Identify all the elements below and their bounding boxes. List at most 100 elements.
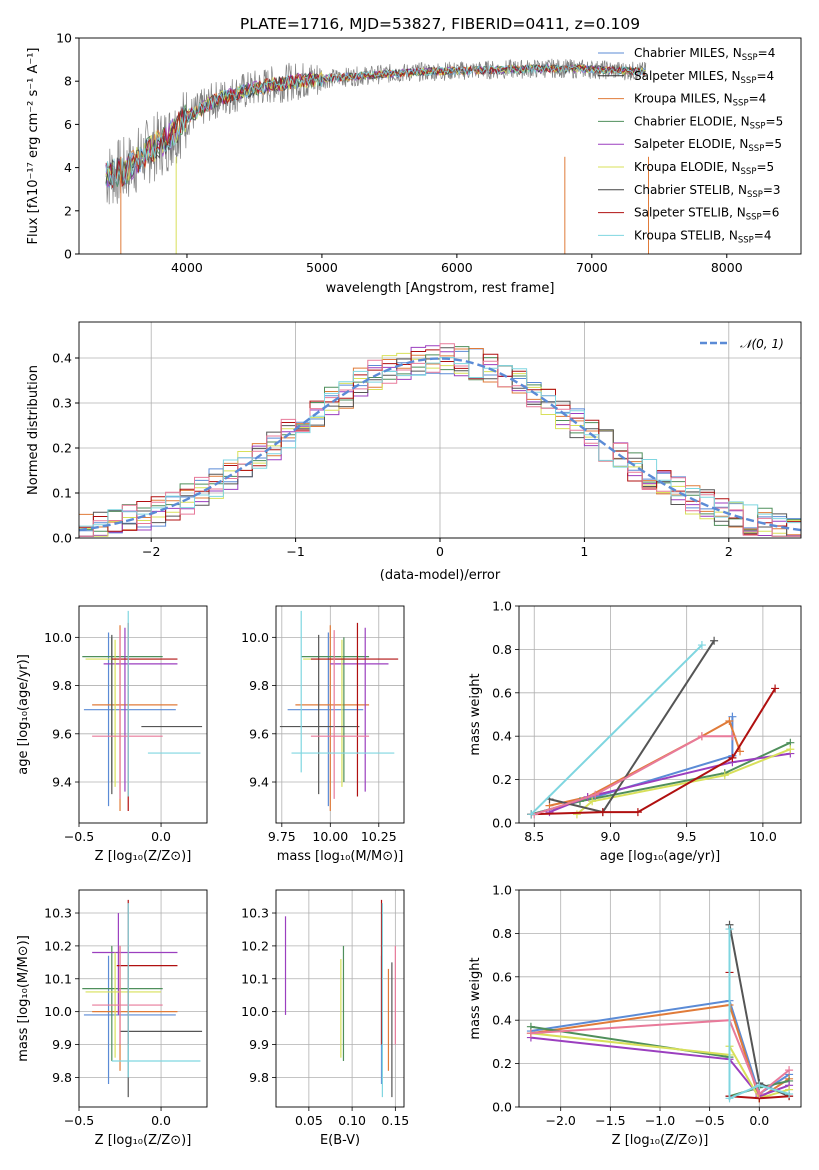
legend-label: Chabrier STELIB, NSSP=3 [634, 183, 781, 200]
x-tick-label: −0.5 [64, 829, 94, 844]
y-tick-label: 8 [64, 74, 72, 89]
y-tick-label: 10.0 [241, 630, 269, 645]
data-point-marker [725, 717, 734, 726]
y-tick-label: 0.0 [492, 1100, 512, 1115]
x-tick-label: 10.00 [312, 829, 348, 844]
x-tick-label: 9.0 [601, 829, 621, 844]
series-line [549, 719, 741, 807]
legend-label: Chabrier MILES, NSSP=4 [634, 46, 775, 63]
y-tick-label: 10.1 [241, 971, 269, 986]
data-point-marker [720, 771, 729, 780]
y-tick-label: 9.8 [52, 678, 72, 693]
data-point-marker [728, 712, 737, 721]
data-point-marker [710, 636, 719, 645]
series-line [728, 929, 790, 1100]
residual-histogram-panel: −2 −1 0 1 2 0.0 0.1 0.2 0.3 0.4 (data-model)/error… [26, 321, 802, 583]
data-point-marker [771, 684, 780, 693]
gaussian-reference-line [78, 357, 802, 532]
y-tick-label: 6 [64, 117, 72, 132]
x-tick-label: 0.15 [381, 1113, 409, 1128]
y-tick-label: 0.2 [52, 441, 72, 456]
x-tick-label: −2.0 [546, 1113, 576, 1128]
y-axis-label: mass weight [468, 957, 483, 1039]
y-tick-label: 10.2 [241, 938, 269, 953]
mass-vs-metallicity-panel: −0.5 0.0 9.8 9.9 10.0 10.1 10.2 10.3 Z [log₁₀(Z/… [16, 889, 208, 1148]
y-tick-label: 0.6 [492, 969, 512, 984]
x-tick-label: 0.0 [749, 1113, 769, 1128]
y-tick-label: 0.1 [52, 486, 72, 501]
data-point-marker [697, 732, 706, 741]
y-tick-label: 1.0 [492, 599, 512, 614]
x-axis-label: (data-model)/error [380, 568, 501, 583]
axes-frame [78, 889, 208, 1108]
mass-weight-vs-age-panel: 8.5 9.0 9.5 10.0 0.0 0.2 0.4 0.6 0.8 1.0 age [log₁… [468, 599, 802, 864]
y-tick-label: 4 [64, 160, 72, 175]
data-point-marker [572, 810, 581, 819]
y-tick-label: 10 [56, 31, 72, 46]
y-tick-label: 9.8 [249, 1070, 269, 1085]
legend-label: Kroupa STELIB, NSSP=4 [634, 228, 772, 245]
y-tick-label: 10.3 [241, 906, 269, 921]
axes-frame [518, 889, 802, 1108]
y-tick-label: 10.0 [44, 630, 72, 645]
data-point-marker [728, 732, 737, 741]
x-tick-label: 1 [580, 544, 588, 559]
x-tick-label: −0.5 [64, 1113, 94, 1128]
x-axis-label: Z [log₁₀(Z/Z⊙)] [612, 1133, 709, 1148]
data-point-marker [588, 797, 597, 806]
data-point-marker [526, 1029, 535, 1038]
y-tick-label: 0.3 [52, 396, 72, 411]
x-tick-label: 7000 [576, 260, 608, 275]
series-line [530, 716, 734, 816]
x-axis-label: E(B-V) [320, 1133, 360, 1148]
x-tick-label: 0.10 [338, 1113, 366, 1128]
data-point-marker [755, 1081, 764, 1090]
y-axis-label: Flux [fλ10⁻¹⁷ erg cm⁻² s⁻¹ A⁻¹] [26, 48, 41, 245]
x-tick-label: −1.5 [595, 1113, 625, 1128]
y-tick-label: 0.8 [492, 642, 512, 657]
legend-label: 𝒩(0, 1) [740, 337, 784, 351]
x-tick-label: 0.0 [151, 829, 171, 844]
histogram-step-line [79, 348, 801, 534]
axes-frame [275, 889, 405, 1108]
data-point-marker [728, 753, 737, 762]
mass-weight-vs-metallicity-panel: −2.0 −1.5 −1.0 −0.5 0.0 0.0 0.2 0.4 0.6 0.8 1.0 Z [… [468, 883, 802, 1148]
y-tick-label: 0 [64, 247, 72, 262]
x-tick-label: 0 [436, 544, 444, 559]
axes-frame [275, 605, 405, 824]
figure-title: PLATE=1716, MJD=53827, FIBERID=0411, z=0… [240, 15, 640, 33]
y-tick-label: 10.1 [44, 971, 72, 986]
x-tick-label: −0.5 [694, 1113, 724, 1128]
legend-label: Kroupa MILES, NSSP=4 [634, 92, 766, 109]
x-axis-label: wavelength [Angstrom, rest frame] [326, 281, 555, 296]
y-axis-label: age [log₁₀(age/yr)] [16, 654, 31, 775]
y-tick-label: 10.3 [44, 906, 72, 921]
y-axis-label: mass [log₁₀(M/M⊙)] [16, 935, 31, 1062]
x-tick-label: 4000 [171, 260, 203, 275]
x-tick-label: 9.5 [677, 829, 697, 844]
age-vs-metallicity-panel: −0.5 0.0 9.4 9.6 9.8 10.0 Z [log₁₀(Z/Z⊙)] age [… [16, 605, 208, 864]
y-tick-label: 9.6 [52, 726, 72, 741]
x-tick-label: 10.0 [749, 829, 777, 844]
y-tick-label: 0.4 [492, 1013, 512, 1028]
x-tick-label: 8000 [711, 260, 743, 275]
x-tick-label: 0.05 [295, 1113, 323, 1128]
y-tick-label: 9.9 [249, 1037, 269, 1052]
axes-frame [518, 605, 802, 824]
x-tick-label: 10.25 [361, 829, 397, 844]
y-tick-label: 10.2 [44, 938, 72, 953]
x-axis-label: Z [log₁₀(Z/Z⊙)] [95, 849, 192, 864]
y-tick-label: 0.4 [52, 351, 72, 366]
legend-label: Salpeter ELODIE, NSSP=5 [634, 137, 782, 154]
series-line [530, 1019, 790, 1096]
age-vs-mass-panel: 9.75 10.00 10.25 9.4 9.6 9.8 10.0 mass [log₁₀(M… [241, 605, 405, 864]
data-point-marker [785, 1089, 794, 1098]
data-point-marker [697, 641, 706, 650]
y-tick-label: 0.2 [492, 772, 512, 787]
data-point-marker [755, 1089, 764, 1098]
data-point-marker [785, 1066, 794, 1075]
spectrum-panel: 4000 5000 6000 7000 8000 0 2 4 6 8 10 wavelength [A… [26, 31, 802, 296]
legend-label: Salpeter STELIB, NSSP=6 [634, 206, 779, 223]
y-tick-label: 2 [64, 203, 72, 218]
